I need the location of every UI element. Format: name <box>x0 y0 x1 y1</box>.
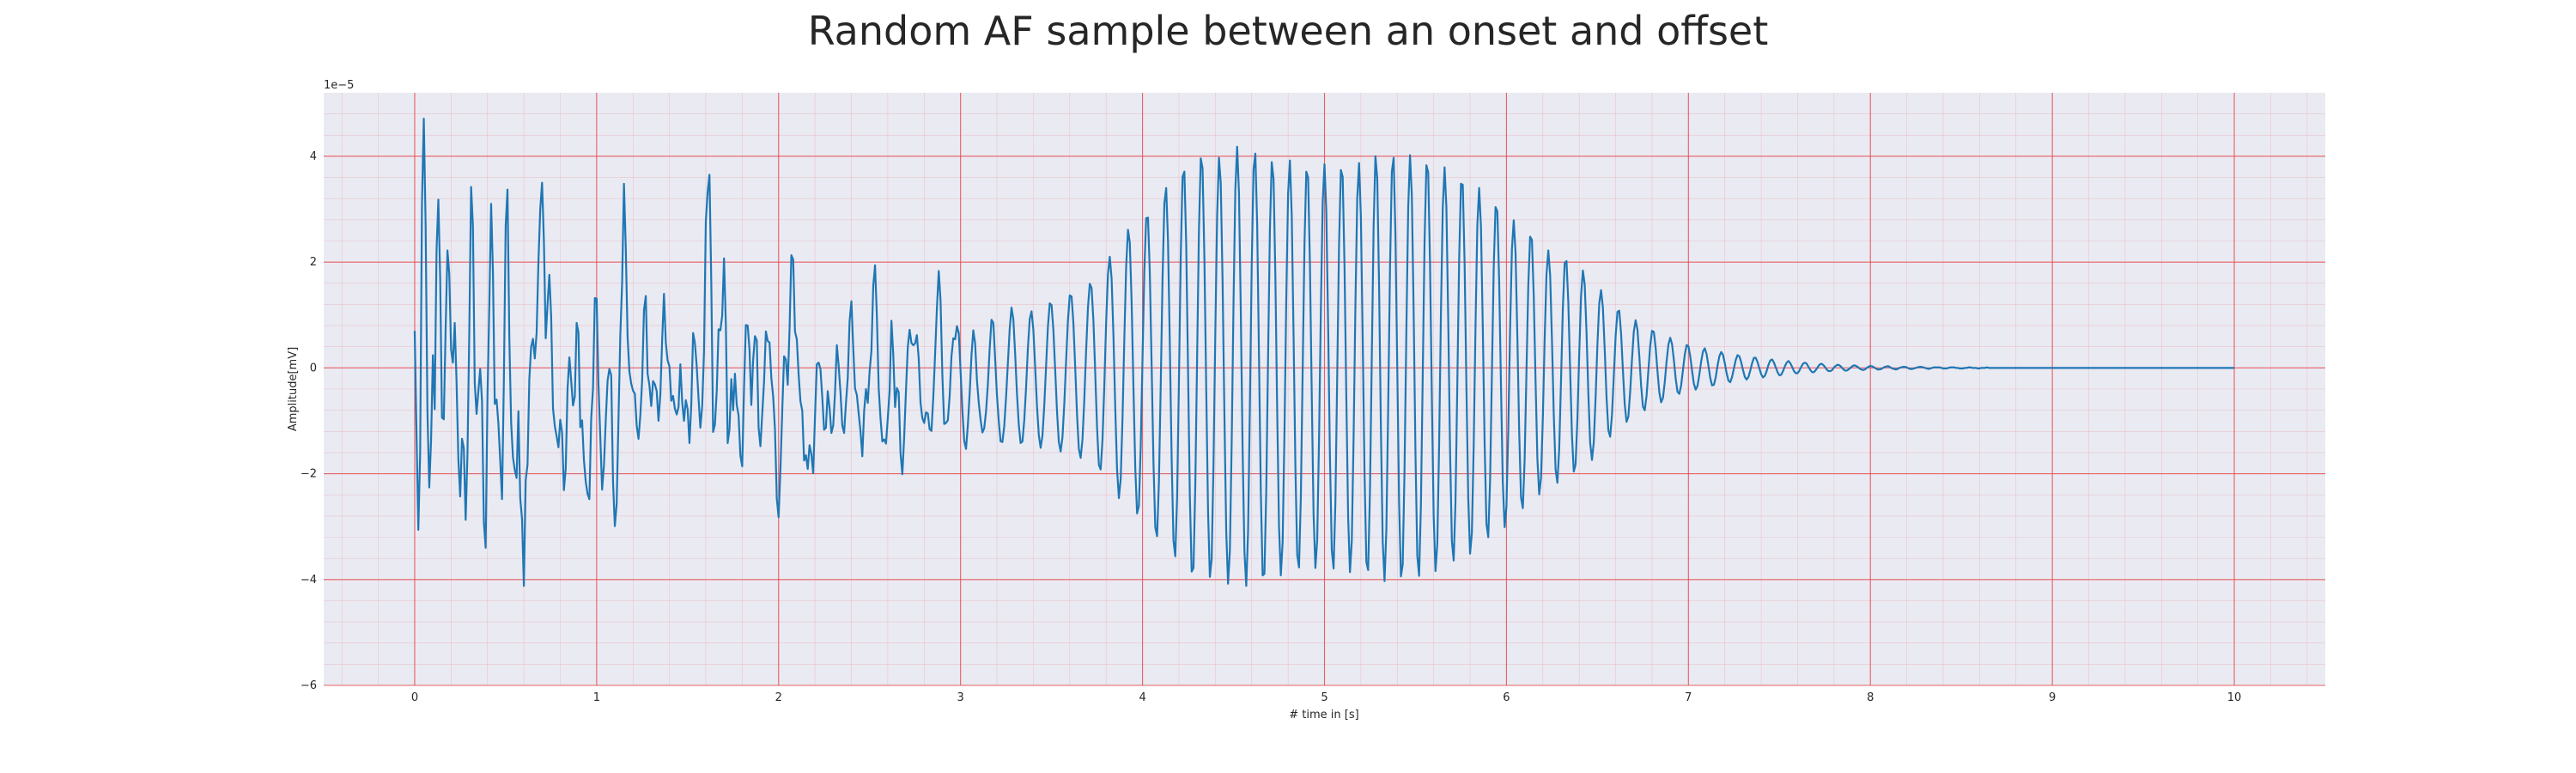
y-tick-label: −2 <box>301 468 317 481</box>
x-tick-label: 9 <box>2049 691 2056 704</box>
series-line <box>413 118 2235 587</box>
x-tick-label: 3 <box>957 691 964 704</box>
x-tick-label: 0 <box>411 691 418 704</box>
chart-title: Random AF sample between an onset and of… <box>808 8 1769 54</box>
y-tick-label: 0 <box>310 362 317 374</box>
y-tick-label: 2 <box>310 256 317 269</box>
x-tick-label: 7 <box>1685 691 1692 704</box>
x-tick-label: 1 <box>593 691 600 704</box>
x-tick-label: 4 <box>1139 691 1145 704</box>
x-tick-label: 2 <box>775 691 782 704</box>
y-tick-label: −4 <box>301 574 317 587</box>
x-tick-label: 10 <box>2227 691 2242 704</box>
plot-area: 0 1 2 3 4 5 6 7 8 9 10 −6 −4 −2 0 2 4 <box>301 93 2325 704</box>
x-tick-label: 5 <box>1321 691 1327 704</box>
y-tick-label: −6 <box>301 679 317 692</box>
y-offset-label: 1e−5 <box>324 79 354 92</box>
x-axis-label: # time in [s] <box>1289 709 1358 721</box>
x-tick-label: 8 <box>1867 691 1874 704</box>
y-axis-label: Amplitude[mV] <box>287 347 300 431</box>
y-tick-label: 4 <box>310 150 317 163</box>
x-tick-label: 6 <box>1503 691 1510 704</box>
